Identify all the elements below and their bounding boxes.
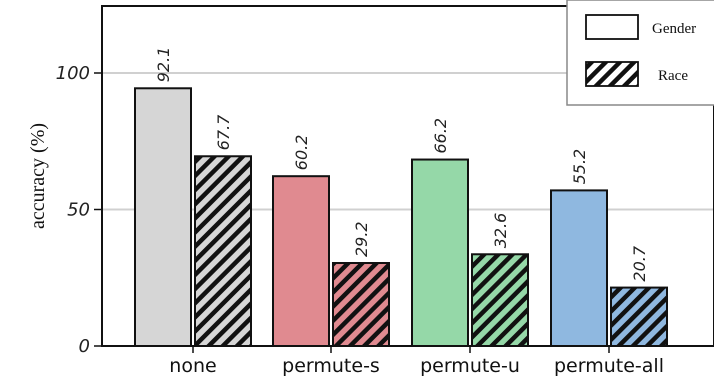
data-label: 92.1 xyxy=(154,47,173,83)
legend-label-race: Race xyxy=(658,68,688,84)
bar-race-permute-s xyxy=(332,262,390,347)
category-label-permute-u: permute-u xyxy=(420,355,520,377)
plot-frame xyxy=(101,5,714,347)
bar-gender-permute-s xyxy=(272,175,330,347)
data-label: 55.2 xyxy=(570,149,589,185)
bar-race-permute-u xyxy=(471,253,529,347)
y-tick-label: 50 xyxy=(67,200,90,221)
legend-swatch-race xyxy=(585,61,639,87)
data-label: 60.2 xyxy=(292,135,311,171)
category-label-permute-s: permute-s xyxy=(282,355,380,377)
y-tick-label: 100 xyxy=(56,63,90,84)
category-label-none: none xyxy=(169,355,216,377)
data-label: 67.7 xyxy=(214,114,233,150)
legend-swatch-gender xyxy=(585,14,639,40)
y-axis-label: accuracy (%) xyxy=(27,123,49,229)
data-label: 20.7 xyxy=(630,245,649,281)
bar-gender-none xyxy=(134,87,192,348)
legend-label-gender: Gender xyxy=(652,21,696,37)
category-label-permute-all: permute-all xyxy=(554,355,664,377)
bar-gender-permute-all xyxy=(550,189,608,347)
data-label: 29.2 xyxy=(352,221,371,257)
bar-race-none xyxy=(194,155,252,347)
legend: Gender Race xyxy=(566,0,714,106)
bar-gender-permute-u xyxy=(411,158,469,347)
data-label: 66.2 xyxy=(431,118,450,154)
y-tick-label: 0 xyxy=(79,336,90,357)
data-label: 32.6 xyxy=(491,213,510,249)
bar-race-permute-all xyxy=(610,286,668,348)
